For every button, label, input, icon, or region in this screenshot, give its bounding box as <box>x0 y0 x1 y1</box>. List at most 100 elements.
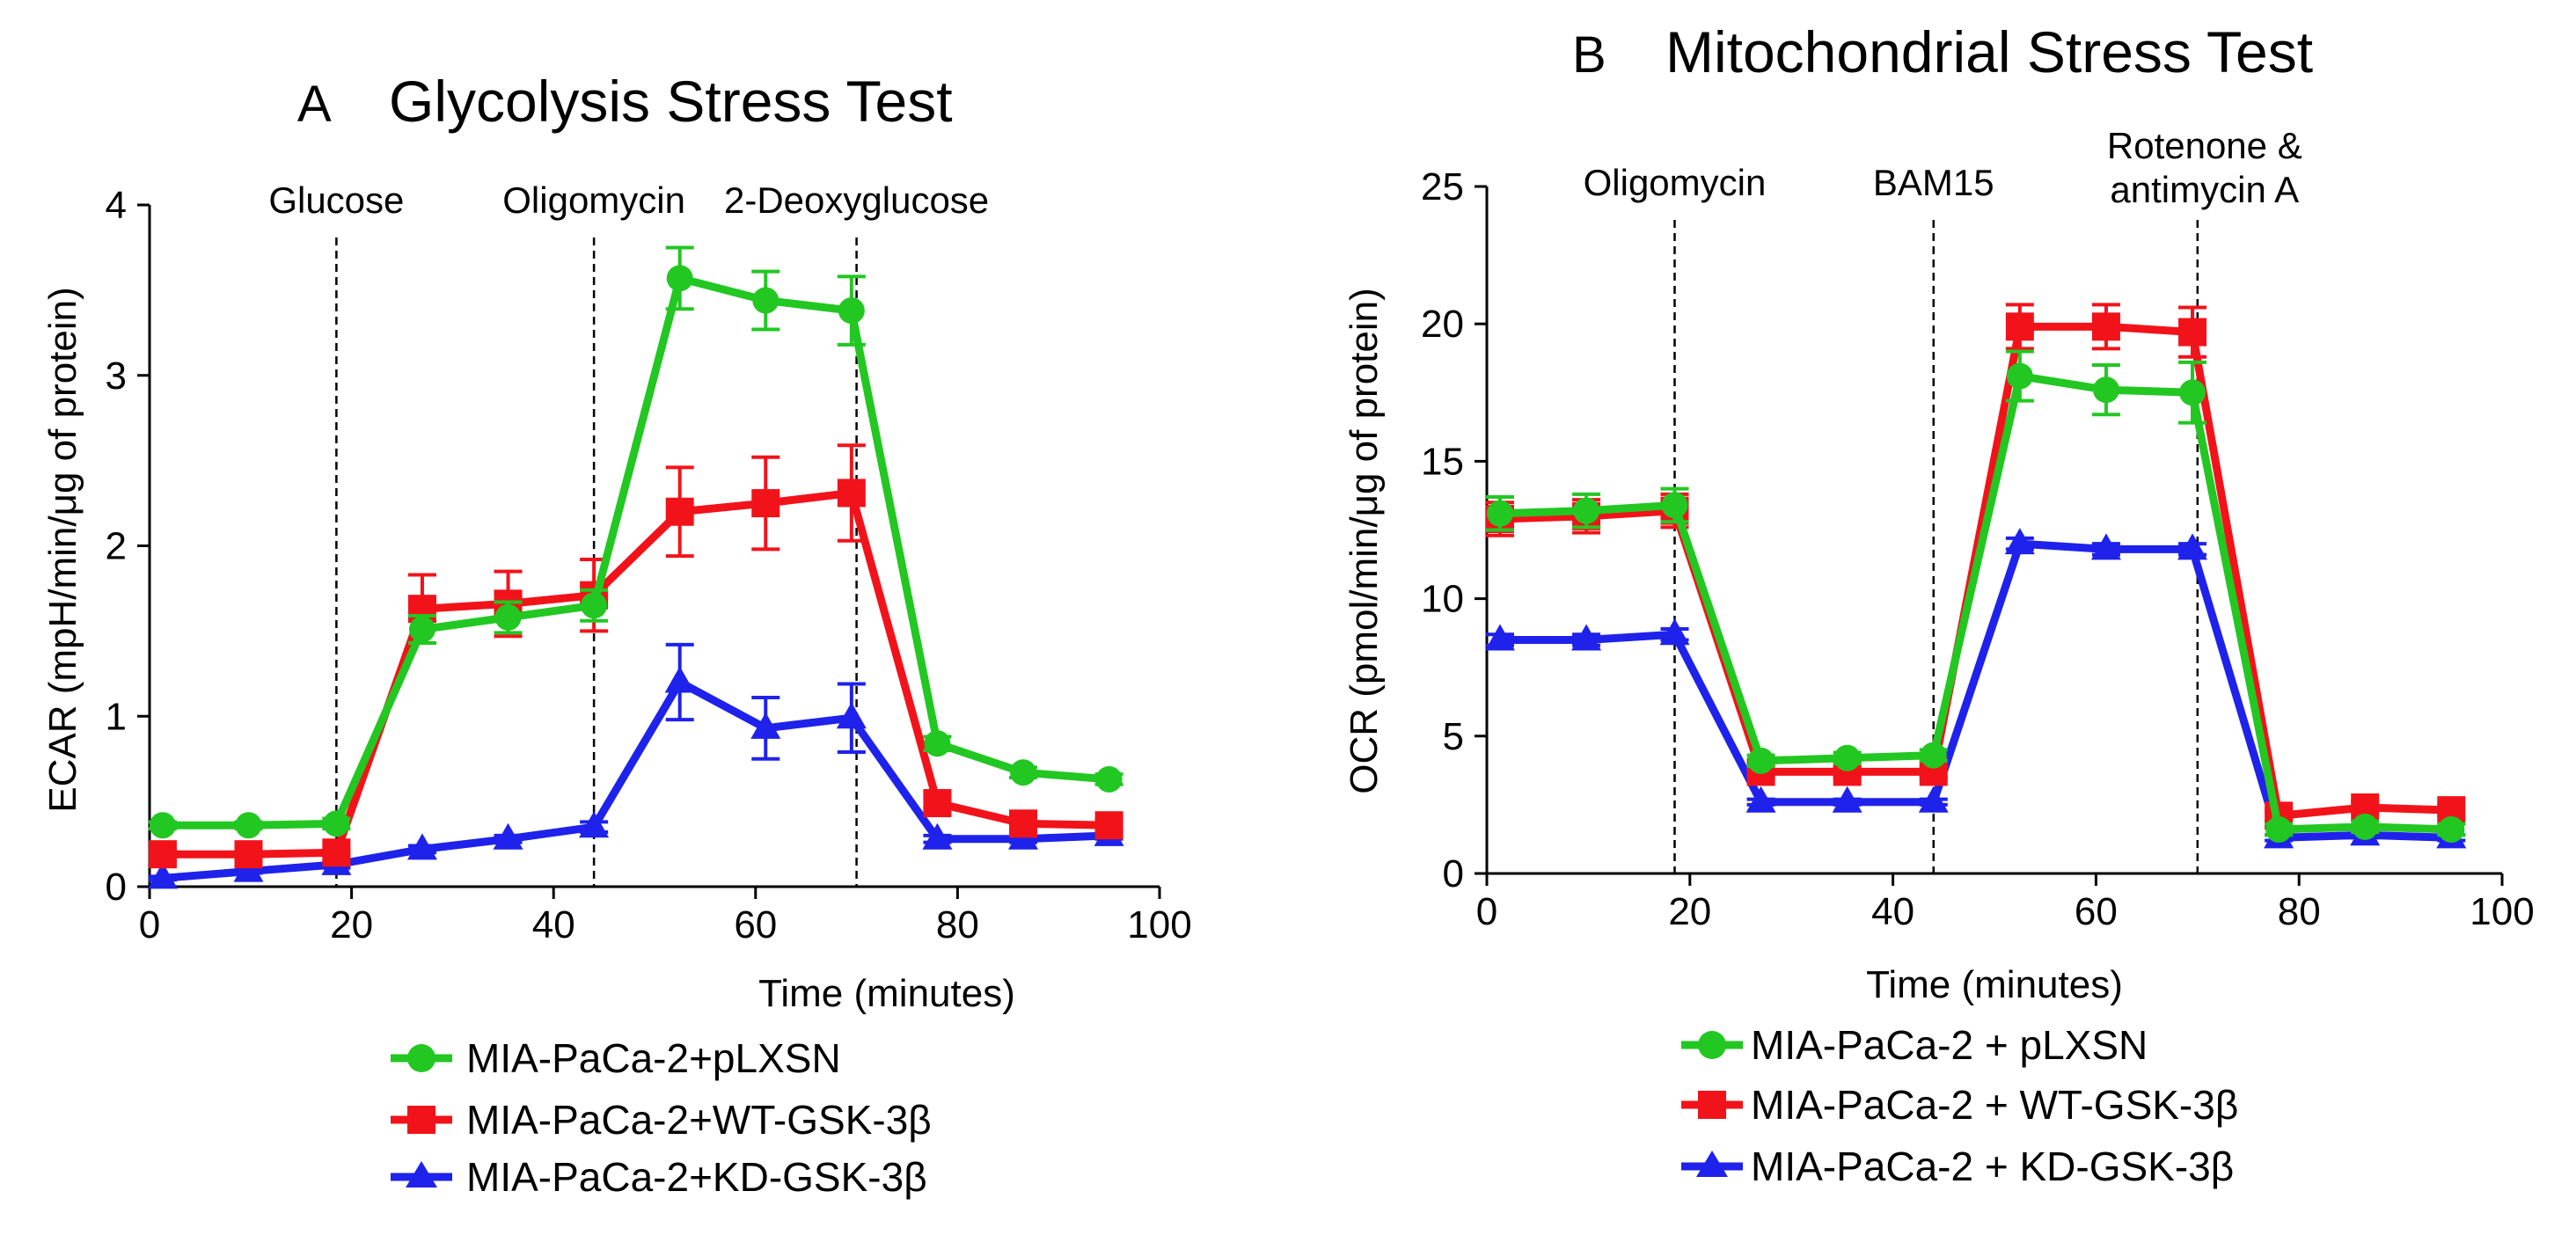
legend-b-KD: MIA-PaCa-2 + KD-GSK-3β <box>1681 1144 2234 1189</box>
data-point-square <box>2005 312 2034 341</box>
data-point-circle <box>149 812 176 839</box>
x-tick-label: 0 <box>139 903 160 946</box>
data-point-circle <box>323 810 350 837</box>
x-tick-label: 20 <box>330 903 373 946</box>
legend-marker-circle <box>1698 1031 1726 1059</box>
x-tick-label: 80 <box>2278 890 2321 933</box>
y-tick-label: 0 <box>106 866 127 909</box>
data-point-triangle <box>1832 786 1862 813</box>
legend-a-KD: MIA-PaCa-2+KD-GSK-3β <box>391 1154 927 1200</box>
legend-a-label-pLXSN: MIA-PaCa-2+pLXSN <box>466 1035 841 1081</box>
data-point-square <box>837 479 866 508</box>
x-tick-label: 80 <box>936 903 979 946</box>
y-tick-label: 5 <box>1443 715 1464 758</box>
legend-b-label-KD: MIA-PaCa-2 + KD-GSK-3β <box>1751 1144 2234 1189</box>
data-point-square <box>923 789 952 818</box>
data-point-circle <box>838 297 865 325</box>
data-point-square <box>322 838 351 867</box>
panel-a-y-axis-label: ECAR (mpH/min/μg of protein) <box>41 287 84 813</box>
legend-marker-triangle <box>406 1161 437 1188</box>
x-tick-label: 100 <box>2470 890 2534 933</box>
y-tick-label: 4 <box>106 184 127 227</box>
data-point-square <box>751 489 780 518</box>
data-point-circle <box>235 812 262 839</box>
legend-b-WT: MIA-PaCa-2 + WT-GSK-3β <box>1681 1082 2238 1128</box>
panel-a-title: Glycolysis Stress Test <box>389 69 953 134</box>
data-point-triangle <box>579 811 610 838</box>
data-point-triangle <box>493 822 523 850</box>
legend-a-WT: MIA-PaCa-2+WT-GSK-3β <box>391 1097 932 1143</box>
data-point-circle <box>1487 500 1514 527</box>
data-point-circle <box>581 592 608 619</box>
data-point-square <box>2178 318 2207 347</box>
data-point-square <box>148 840 177 869</box>
panel-b-x-axis-label: Time (minutes) <box>1866 963 2123 1006</box>
x-tick-label: 100 <box>1127 903 1191 946</box>
data-point-circle <box>1920 742 1947 769</box>
panel-b-y-axis-label: OCR (pmol/min/μg of protein) <box>1343 288 1386 794</box>
x-tick-label: 20 <box>1668 890 1711 933</box>
data-point-square <box>1009 809 1038 838</box>
data-point-square <box>234 840 263 869</box>
data-point-triangle <box>1659 618 1690 646</box>
data-point-circle <box>494 603 522 631</box>
injection-label: BAM15 <box>1873 162 1994 203</box>
data-point-circle <box>2352 813 2379 840</box>
data-point-triangle <box>664 666 695 693</box>
legend-marker-circle <box>407 1044 435 1072</box>
data-point-circle <box>2179 379 2206 406</box>
data-point-circle <box>2092 376 2119 404</box>
y-tick-label: 3 <box>106 354 127 398</box>
legend-marker-square <box>407 1106 435 1134</box>
y-tick-label: 1 <box>106 695 127 738</box>
data-point-circle <box>1747 747 1775 774</box>
y-tick-label: 15 <box>1421 440 1464 483</box>
data-point-circle <box>2438 816 2465 844</box>
legend-marker-square <box>1698 1091 1726 1119</box>
data-point-triangle <box>922 822 953 850</box>
x-tick-label: 60 <box>734 903 777 946</box>
legend-a-label-WT: MIA-PaCa-2+WT-GSK-3β <box>466 1097 932 1143</box>
injection-label: Oligomycin <box>502 179 685 221</box>
panel-a-x-axis-label: Time (minutes) <box>758 972 1015 1015</box>
series-line <box>162 678 1109 882</box>
series-circle <box>1486 349 2466 844</box>
data-point-circle <box>2006 362 2033 390</box>
series-line <box>162 274 1109 829</box>
data-point-triangle <box>1571 624 1602 651</box>
x-tick-label: 40 <box>1871 890 1914 933</box>
data-point-triangle <box>1918 786 1949 813</box>
y-tick-label: 2 <box>106 525 127 568</box>
x-tick-label: 0 <box>1476 890 1497 933</box>
injection-label: antimycin A <box>2110 169 2299 210</box>
data-point-circle <box>752 287 779 314</box>
series-line <box>1500 539 2452 842</box>
data-point-circle <box>1095 765 1123 793</box>
legend-marker-triangle <box>1696 1151 1728 1177</box>
data-point-triangle <box>836 702 867 729</box>
data-point-triangle <box>2177 533 2208 560</box>
data-point-circle <box>1573 497 1600 524</box>
panel-b-legend: MIA-PaCa-2 + pLXSN MIA-PaCa-2 + WT-GSK-3… <box>1681 1022 2238 1189</box>
y-tick-label: 0 <box>1443 852 1464 895</box>
legend-a-label-KD: MIA-PaCa-2+KD-GSK-3β <box>466 1154 927 1200</box>
data-point-triangle <box>2090 533 2121 560</box>
data-point-square <box>1094 811 1123 840</box>
y-tick-label: 20 <box>1421 303 1464 346</box>
panel-a-letter: A <box>297 76 332 133</box>
injection-label: Oligomycin <box>1584 162 1767 203</box>
data-point-triangle <box>406 833 437 860</box>
legend-b-label-pLXSN: MIA-PaCa-2 + pLXSN <box>1751 1022 2148 1068</box>
series-triangle <box>147 642 1124 889</box>
panel-b-plot-area: 0 20 40 60 80 100 0 5 10 15 20 25 Oligomycin BAM15 Rot… <box>1421 125 2535 933</box>
y-tick-label: 25 <box>1421 165 1464 208</box>
series-line <box>1499 372 2452 834</box>
data-point-circle <box>1010 759 1037 786</box>
series-circle <box>148 245 1123 839</box>
data-point-circle <box>666 265 693 292</box>
data-point-triangle <box>1485 624 1516 651</box>
panel-a-plot-area: 0 20 40 60 80 100 0 1 2 3 4 Glucose Oligomycin 2-Deox… <box>106 179 1192 946</box>
legend-b-label-WT: MIA-PaCa-2 + WT-GSK-3β <box>1751 1082 2238 1128</box>
injection-label: Glucose <box>268 179 404 221</box>
